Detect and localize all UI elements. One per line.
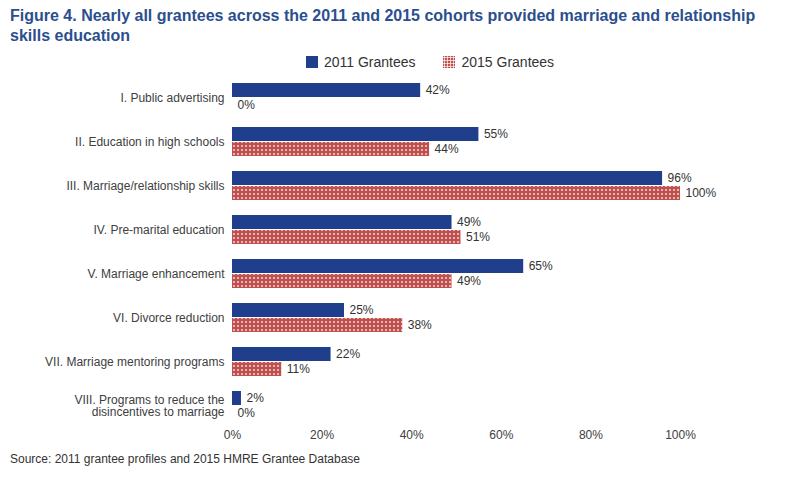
svg-text:IV. Pre-marital education: IV. Pre-marital education	[94, 223, 225, 237]
svg-text:VI. Divorce reduction: VI. Divorce reduction	[113, 311, 224, 325]
svg-text:I. Public advertising: I. Public advertising	[120, 91, 224, 105]
svg-text:0%: 0%	[238, 406, 256, 420]
svg-text:51%: 51%	[466, 230, 490, 244]
html-text:Figure 4. Nearly all grantees: Figure 4. Nearly all grantees across the…	[10, 7, 756, 44]
svg-text:100%: 100%	[665, 428, 696, 442]
svg-text:2%: 2%	[246, 391, 264, 405]
svg-text:40%: 40%	[400, 428, 424, 442]
svg-text:II. Education in high schools: II. Education in high schools	[75, 135, 224, 149]
svg-text:38%: 38%	[408, 318, 432, 332]
svg-text:VIII. Programs to reduce thedi: VIII. Programs to reduce thedisincentive…	[74, 393, 224, 419]
svg-text:0%: 0%	[224, 428, 242, 442]
svg-text:49%: 49%	[457, 215, 481, 229]
svg-text:VII. Marriage mentoring progra: VII. Marriage mentoring programs	[45, 355, 224, 369]
html-text:Source: 2011 grantee profiles: Source: 2011 grantee profiles and 2015 H…	[10, 452, 360, 466]
svg-text:25%: 25%	[350, 303, 374, 317]
svg-text:11%: 11%	[287, 362, 310, 376]
svg-text:65%: 65%	[529, 259, 553, 273]
svg-text:100%: 100%	[686, 186, 717, 200]
svg-text:V. Marriage enhancement: V. Marriage enhancement	[88, 267, 226, 281]
svg-text:49%: 49%	[457, 274, 481, 288]
html-text:2015 Grantees: 2015 Grantees	[461, 54, 555, 70]
svg-text:22%: 22%	[336, 347, 360, 361]
svg-text:44%: 44%	[435, 142, 459, 156]
svg-text:80%: 80%	[579, 428, 603, 442]
svg-text:III. Marriage/relationship ski: III. Marriage/relationship skills	[66, 179, 224, 193]
svg-text:20%: 20%	[310, 428, 334, 442]
svg-text:55%: 55%	[484, 127, 508, 141]
svg-text:0%: 0%	[238, 98, 256, 112]
svg-text:96%: 96%	[668, 171, 692, 185]
svg-text:60%: 60%	[489, 428, 513, 442]
html-text:2011 Grantees: 2011 Grantees	[323, 54, 416, 70]
svg-text:42%: 42%	[426, 83, 450, 97]
